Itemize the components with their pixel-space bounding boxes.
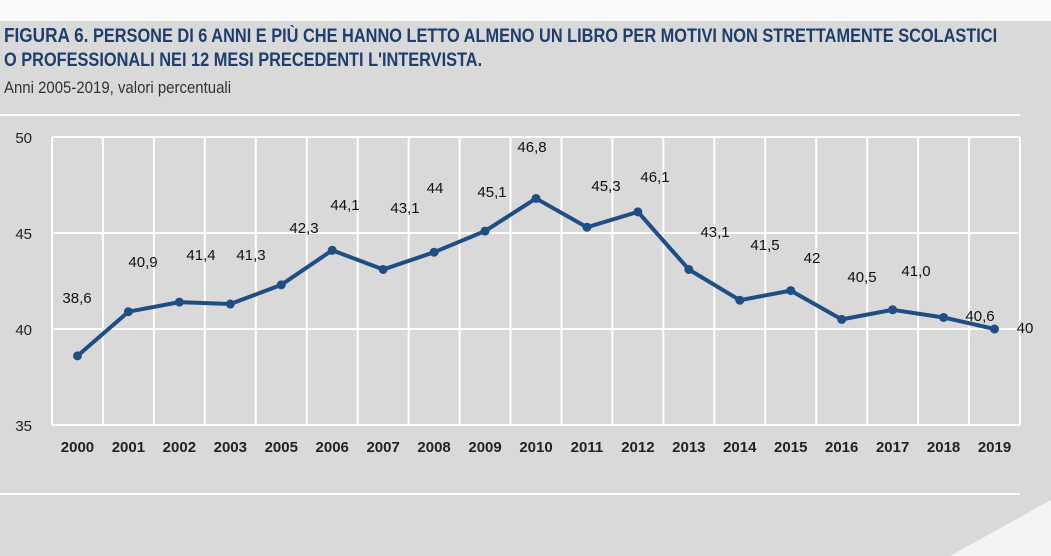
data-label: 43,1 bbox=[390, 200, 419, 217]
data-label: 44,1 bbox=[330, 197, 359, 214]
data-label: 40,9 bbox=[128, 254, 157, 271]
chart-subtitle: Anni 2005-2019, valori percentuali bbox=[4, 78, 232, 97]
y-tick-label: 45 bbox=[15, 226, 32, 243]
x-tick-label: 2002 bbox=[163, 439, 196, 456]
title-text: PERSONE DI 6 ANNI E PIÙ CHE HANNO LETTO … bbox=[4, 26, 998, 71]
data-point bbox=[276, 280, 286, 290]
data-point bbox=[123, 307, 133, 317]
data-label: 42 bbox=[804, 250, 821, 267]
data-label: 42,3 bbox=[289, 220, 318, 237]
data-point bbox=[888, 305, 898, 315]
data-label: 38,6 bbox=[62, 290, 91, 307]
data-label: 46,8 bbox=[517, 139, 546, 156]
data-point bbox=[72, 351, 82, 361]
data-point bbox=[480, 226, 490, 236]
x-tick-label: 2000 bbox=[61, 439, 94, 456]
data-point bbox=[990, 324, 1000, 334]
data-label: 41,4 bbox=[186, 247, 215, 264]
x-tick-label: 2013 bbox=[672, 439, 705, 456]
x-tick-label: 2006 bbox=[316, 439, 349, 456]
x-tick-label: 2001 bbox=[112, 439, 145, 456]
y-tick-label: 40 bbox=[15, 322, 32, 339]
x-tick-label: 2007 bbox=[366, 439, 399, 456]
x-tick-label: 2015 bbox=[774, 439, 807, 456]
data-label: 45,1 bbox=[477, 184, 506, 201]
x-tick-label: 2019 bbox=[978, 439, 1011, 456]
data-point bbox=[735, 295, 745, 305]
x-tick-label: 2010 bbox=[519, 439, 552, 456]
data-point bbox=[429, 247, 439, 257]
x-tick-label: 2017 bbox=[876, 439, 909, 456]
x-tick-label: 2018 bbox=[927, 439, 960, 456]
x-tick-label: 2016 bbox=[825, 439, 858, 456]
data-label: 45,3 bbox=[591, 178, 620, 195]
data-point bbox=[582, 222, 592, 232]
x-tick-label: 2008 bbox=[417, 439, 450, 456]
data-label: 46,1 bbox=[640, 169, 669, 186]
data-label: 43,1 bbox=[700, 224, 729, 241]
data-label: 44 bbox=[427, 180, 444, 197]
data-point bbox=[378, 264, 388, 274]
data-point bbox=[174, 297, 184, 307]
x-tick-label: 2009 bbox=[468, 439, 501, 456]
data-point bbox=[786, 286, 796, 296]
data-point bbox=[684, 264, 694, 274]
figure-number: FIGURA 6. bbox=[4, 25, 89, 47]
data-label: 41,0 bbox=[901, 263, 930, 280]
data-label: 40,6 bbox=[965, 308, 994, 325]
data-point bbox=[531, 193, 541, 203]
data-point bbox=[633, 207, 643, 217]
data-label: 40 bbox=[1017, 320, 1034, 337]
data-point bbox=[327, 245, 337, 255]
data-point bbox=[939, 312, 949, 322]
y-tick-label: 35 bbox=[15, 418, 32, 435]
x-tick-label: 2005 bbox=[265, 439, 298, 456]
x-tick-label: 2012 bbox=[621, 439, 654, 456]
data-label: 41,3 bbox=[236, 247, 265, 264]
data-label: 41,5 bbox=[750, 237, 779, 254]
data-point bbox=[225, 299, 235, 309]
corner-decoration bbox=[950, 500, 1051, 556]
x-tick-label: 2003 bbox=[214, 439, 247, 456]
x-tick-label: 2014 bbox=[723, 439, 757, 456]
top-band bbox=[0, 0, 1051, 21]
chart-title: FIGURA 6. PERSONE DI 6 ANNI E PIÙ CHE HA… bbox=[4, 24, 1002, 73]
y-tick-label: 50 bbox=[15, 130, 32, 147]
data-label: 40,5 bbox=[847, 269, 876, 286]
data-point bbox=[837, 314, 847, 324]
x-tick-label: 2011 bbox=[571, 439, 604, 456]
